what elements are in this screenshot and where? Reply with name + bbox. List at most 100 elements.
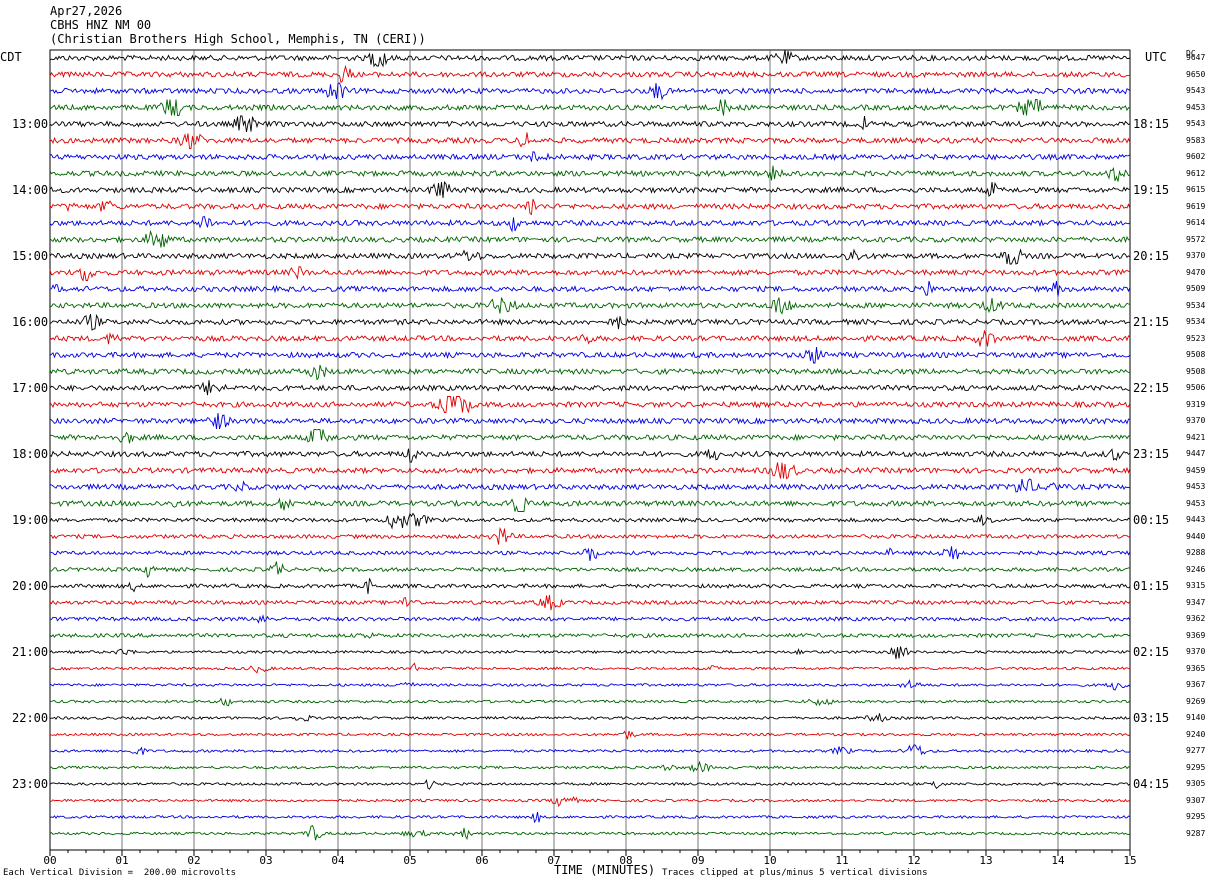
- plot-date: Apr27,2026: [50, 4, 123, 18]
- utc-hour-label: 19:15: [1133, 183, 1170, 197]
- trace-line: [49, 512, 1131, 530]
- trace-line: [49, 229, 1131, 248]
- dc-offset-value: 9602: [1186, 152, 1206, 161]
- utc-hour-label: 01:15: [1133, 579, 1170, 593]
- dc-offset-value: 9508: [1186, 350, 1206, 359]
- cdt-hour-label: 14:00: [12, 183, 49, 197]
- trace-line: [49, 346, 1131, 364]
- trace-line: [49, 526, 1131, 545]
- x-tick-label: 15: [1123, 854, 1136, 867]
- trace-line: [49, 180, 1131, 199]
- plot-frame: [49, 49, 1131, 851]
- utc-hour-label: 20:15: [1133, 249, 1170, 263]
- x-axis-title: TIME (MINUTES): [554, 863, 656, 877]
- dc-offset-value: 9315: [1186, 581, 1206, 590]
- dc-offset-value: 9140: [1186, 713, 1206, 722]
- trace-line: [49, 646, 1131, 660]
- dc-offset-value: 9583: [1186, 135, 1206, 145]
- trace-line: [49, 266, 1131, 282]
- cdt-hour-label: 18:00: [12, 447, 49, 461]
- utc-hour-label: 03:15: [1133, 711, 1170, 725]
- dc-offset-value: 9650: [1186, 69, 1206, 79]
- x-tick-label: 10: [763, 854, 776, 867]
- dc-offset-value: 9453: [1186, 102, 1206, 112]
- x-tick-label: 02: [187, 854, 200, 867]
- cdt-hour-label: 16:00: [12, 315, 49, 329]
- cdt-hour-label: 20:00: [12, 579, 49, 593]
- trace-line: [49, 779, 1131, 790]
- cdt-hour-label: 23:00: [12, 777, 49, 791]
- trace-line: [49, 151, 1131, 162]
- x-tick-label: 06: [475, 854, 488, 867]
- dc-offset-value: 9543: [1186, 86, 1206, 95]
- trace-line: [49, 115, 1131, 133]
- dc-offset-value: 9347: [1186, 597, 1206, 607]
- trace-line: [49, 330, 1131, 347]
- dc-offset-value: 9508: [1186, 366, 1206, 376]
- x-tick-label: 04: [331, 854, 345, 867]
- dc-offset-value: 9534: [1186, 317, 1206, 326]
- cdt-hour-label: 13:00: [12, 117, 49, 131]
- dc-offset-value: 9470: [1186, 267, 1206, 277]
- utc-hour-label: 18:15: [1133, 117, 1170, 131]
- x-tick-label: 00: [43, 854, 56, 867]
- dc-offset-value: 9453: [1186, 482, 1206, 491]
- trace-line: [49, 730, 1131, 740]
- dc-offset-value: 9612: [1186, 168, 1206, 178]
- cdt-hour-label: 22:00: [12, 711, 49, 725]
- cdt-hour-label: 21:00: [12, 645, 49, 659]
- clip-note: Traces clipped at plus/minus 5 vertical …: [662, 868, 928, 878]
- trace-line: [49, 760, 1131, 773]
- dc-offset-value: 9295: [1186, 812, 1206, 821]
- trace-line: [49, 561, 1131, 579]
- x-tick-label: 09: [691, 854, 704, 867]
- trace-line: [49, 795, 1131, 807]
- trace-line: [49, 216, 1131, 233]
- trace-line: [49, 280, 1131, 297]
- dc-offset-value: 9367: [1186, 680, 1206, 689]
- utc-hour-label: 21:15: [1133, 315, 1170, 329]
- trace-line: [49, 744, 1131, 756]
- right-timezone-label: UTC: [1145, 50, 1167, 64]
- x-tick-label: 07: [547, 854, 560, 867]
- dc-offset-value: 9305: [1186, 779, 1206, 788]
- dc-offset-value: 9369: [1186, 630, 1206, 640]
- dc-offset-value: 9619: [1186, 201, 1206, 211]
- utc-hour-label: 02:15: [1133, 645, 1170, 659]
- dc-offset-value: 9295: [1186, 762, 1206, 772]
- trace-line: [49, 662, 1131, 674]
- trace-line: [49, 678, 1131, 691]
- dc-offset-value: 9572: [1186, 234, 1206, 244]
- dc-offset-value: 9240: [1186, 729, 1206, 739]
- trace-line: [49, 99, 1131, 116]
- utc-hour-label: 04:15: [1133, 777, 1170, 791]
- utc-hour-label: 23:15: [1133, 447, 1170, 461]
- trace-line: [49, 313, 1131, 331]
- trace-line: [49, 132, 1131, 149]
- dc-offset-value: 9509: [1186, 284, 1206, 293]
- trace-line: [49, 429, 1131, 444]
- x-tick-label: 14: [1051, 854, 1065, 867]
- trace-line: [49, 697, 1131, 707]
- dc-offset-value: 9421: [1186, 432, 1206, 442]
- dc-offset-value: 9647: [1186, 53, 1206, 62]
- trace-line: [49, 82, 1131, 101]
- x-tick-label: 13: [979, 854, 992, 867]
- dc-offset-value: 9287: [1186, 828, 1206, 838]
- trace-line: [49, 713, 1131, 723]
- dc-offset-value: 9370: [1186, 251, 1206, 260]
- station-code: CBHS HNZ NM 00: [50, 18, 152, 32]
- dc-offset-value: 9534: [1186, 300, 1206, 310]
- dc-offset-value: 9615: [1186, 185, 1206, 194]
- dc-offset-value: 9319: [1186, 399, 1206, 409]
- utc-hour-label: 22:15: [1133, 381, 1170, 395]
- trace-line: [49, 364, 1131, 381]
- dc-offset-value: 9614: [1186, 218, 1206, 227]
- trace-line: [49, 578, 1131, 594]
- trace-line: [49, 64, 1131, 84]
- trace-line: [49, 448, 1131, 463]
- cdt-hour-label: 19:00: [12, 513, 49, 527]
- trace-line: [49, 812, 1131, 824]
- trace-line: [49, 497, 1131, 512]
- dc-offset-value: 9459: [1186, 465, 1206, 475]
